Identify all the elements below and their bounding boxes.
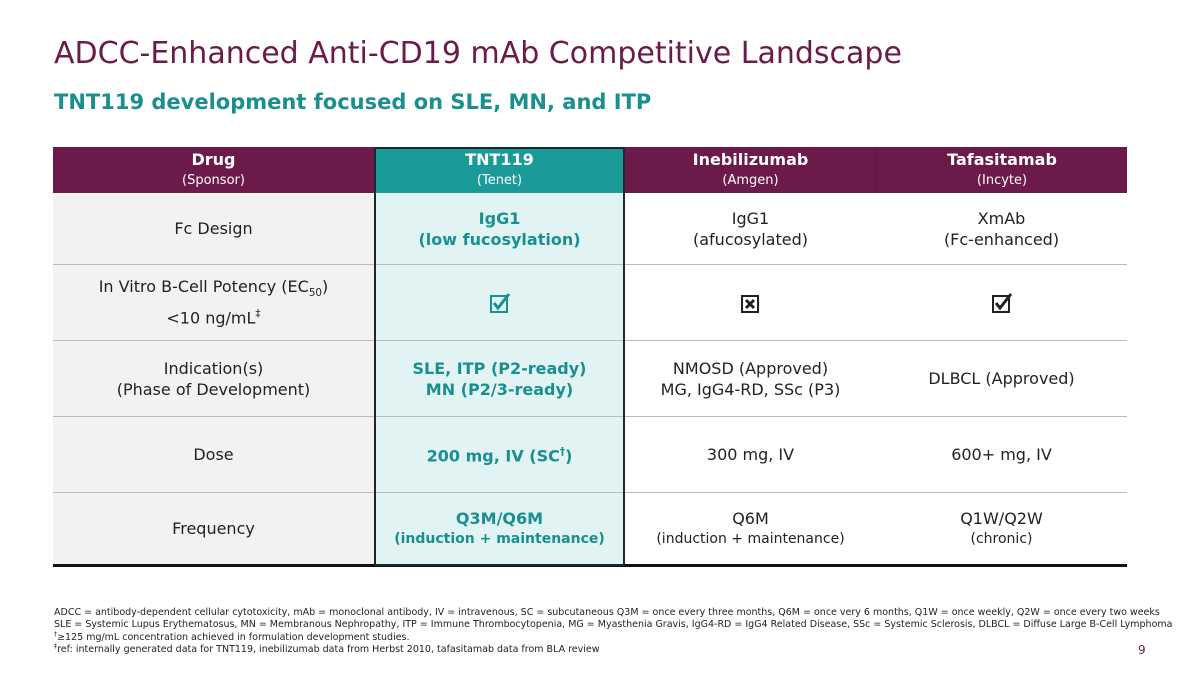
table-cell: IgG1 (low fucosylation) bbox=[374, 193, 625, 265]
text-run: <10 ng/mL bbox=[166, 308, 256, 328]
text-line: Q1W/Q2W bbox=[960, 508, 1043, 528]
text-line: In Vitro B-Cell Potency (EC50) bbox=[99, 276, 329, 304]
table-cell: DLBCL (Approved) bbox=[876, 341, 1127, 417]
table-cell: Q1W/Q2W (chronic) bbox=[876, 493, 1127, 565]
table-cell bbox=[625, 265, 876, 341]
table-cell: 600+ mg, IV bbox=[876, 417, 1127, 493]
table-cell: NMOSD (Approved) MG, IgG4-RD, SSc (P3) bbox=[625, 341, 876, 417]
highlight-frame bbox=[374, 147, 625, 566]
row-label: Frequency bbox=[53, 493, 374, 565]
table-cell: XmAb (Fc-enhanced) bbox=[876, 193, 1127, 265]
text-line: DLBCL (Approved) bbox=[928, 369, 1075, 388]
text-line: IgG1 bbox=[731, 208, 770, 228]
table-cell: 300 mg, IV bbox=[625, 417, 876, 493]
table-cell: 200 mg, IV (SC†) bbox=[374, 417, 625, 493]
text-run: ) bbox=[322, 277, 329, 297]
title: ADCC-Enhanced Anti-CD19 mAb Competitive … bbox=[54, 36, 902, 71]
superscript: † bbox=[54, 631, 58, 638]
text-line: 200 mg, IV (SC†) bbox=[427, 442, 573, 466]
text-line: SLE, ITP (P2-ready) bbox=[412, 358, 587, 378]
column-sponsor: (Incyte) bbox=[976, 173, 1028, 188]
text-run: ) bbox=[565, 446, 573, 466]
footnote: †≥125 mg/mL concentration achieved in fo… bbox=[54, 631, 410, 643]
column-sponsor: (Sponsor) bbox=[182, 173, 245, 188]
text-line: SLE = Systemic Lupus Erythematosus, MN =… bbox=[54, 619, 1172, 630]
text-line: (low fucosylation) bbox=[418, 229, 581, 249]
table-cell bbox=[876, 265, 1127, 341]
text-line: Frequency bbox=[172, 519, 255, 538]
table-cell: Q6M (induction + maintenance) bbox=[625, 493, 876, 565]
text-line: Dose bbox=[193, 445, 234, 464]
text-run: SLE = Systemic Lupus Erythematosus, MN =… bbox=[54, 619, 1173, 630]
text-line: XmAb bbox=[977, 208, 1026, 228]
superscript: ‡ bbox=[255, 308, 261, 321]
text-line: Q6M bbox=[732, 508, 769, 528]
text-line: <10 ng/mL‡ bbox=[166, 304, 260, 328]
text-line: (Phase of Development) bbox=[116, 379, 311, 399]
text-line: Q3M/Q6M bbox=[455, 508, 544, 528]
cross-icon bbox=[740, 294, 759, 313]
subscript: 50 bbox=[308, 287, 323, 300]
column-name: TNT119 bbox=[465, 150, 534, 169]
text-line: (induction + maintenance) bbox=[656, 530, 845, 547]
check-icon bbox=[991, 292, 1012, 313]
subtitle: TNT119 development focused on SLE, MN, a… bbox=[54, 90, 652, 114]
footnote: ADCC = antibody-dependent cellular cytot… bbox=[54, 607, 1160, 618]
table-cell: SLE, ITP (P2-ready) MN (P2/3-ready) bbox=[374, 341, 625, 417]
column-name: Tafasitamab bbox=[947, 150, 1057, 169]
text-line: ADCC = antibody-dependent cellular cytot… bbox=[54, 607, 1160, 618]
text-line: (chronic) bbox=[970, 530, 1033, 547]
text-line: (Fc-enhanced) bbox=[943, 229, 1060, 249]
footnote: ‡ref: internally generated data for TNT1… bbox=[54, 643, 600, 655]
text-line: ‡ref: internally generated data for TNT1… bbox=[54, 643, 600, 655]
text-line: (afucosylated) bbox=[693, 229, 808, 249]
row-label: Fc Design bbox=[53, 193, 374, 265]
table-cell: IgG1 (afucosylated) bbox=[625, 193, 876, 265]
text-line: Fc Design bbox=[174, 219, 253, 238]
text-line: NMOSD (Approved) bbox=[672, 358, 829, 378]
check-icon bbox=[489, 292, 510, 313]
column-sponsor: (Amgen) bbox=[722, 173, 779, 188]
text-line: MN (P2/3-ready) bbox=[425, 379, 574, 399]
text-line: (induction + maintenance) bbox=[394, 530, 605, 547]
header-cell: Drug (Sponsor) bbox=[53, 147, 374, 193]
text-line: 600+ mg, IV bbox=[951, 445, 1052, 464]
text-line: †≥125 mg/mL concentration achieved in fo… bbox=[54, 631, 410, 643]
row-label: Dose bbox=[53, 417, 374, 493]
header-cell: TNT119 (Tenet) bbox=[374, 147, 625, 193]
superscript: ‡ bbox=[54, 643, 58, 650]
column-name: Inebilizumab bbox=[692, 150, 809, 169]
column-sponsor: (Tenet) bbox=[476, 173, 523, 188]
text-run: ADCC = antibody-dependent cellular cytot… bbox=[54, 607, 1160, 618]
text-line: IgG1 bbox=[478, 208, 521, 228]
header-cell: Inebilizumab (Amgen) bbox=[625, 147, 876, 193]
text-line: MG, IgG4-RD, SSc (P3) bbox=[660, 379, 841, 399]
footnote: SLE = Systemic Lupus Erythematosus, MN =… bbox=[54, 619, 1172, 630]
page-number: 9 bbox=[1138, 643, 1146, 657]
text-run: 200 mg, IV (SC bbox=[426, 446, 560, 466]
table-cell: Q3M/Q6M (induction + maintenance) bbox=[374, 493, 625, 565]
row-label: In Vitro B-Cell Potency (EC50) <10 ng/mL‡ bbox=[53, 265, 374, 341]
text-line: 300 mg, IV bbox=[706, 445, 795, 464]
superscript: † bbox=[559, 446, 566, 459]
table-cell bbox=[374, 265, 625, 341]
column-name: Drug bbox=[191, 150, 236, 169]
row-label: Indication(s) (Phase of Development) bbox=[53, 341, 374, 417]
text-run: ref: internally generated data for TNT11… bbox=[57, 644, 600, 656]
text-run: In Vitro B-Cell Potency (EC bbox=[98, 277, 309, 297]
text-run: ≥125 mg/mL concentration achieved in for… bbox=[57, 632, 410, 644]
text-line: Indication(s) bbox=[163, 358, 264, 378]
header-cell: Tafasitamab (Incyte) bbox=[876, 147, 1127, 193]
